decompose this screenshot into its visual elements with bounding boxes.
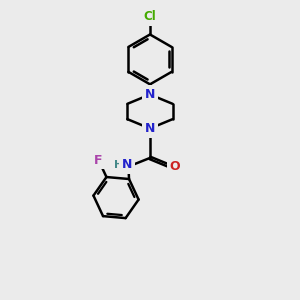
- Text: N: N: [122, 158, 133, 171]
- Text: F: F: [94, 154, 103, 167]
- Text: N: N: [145, 88, 155, 101]
- Text: N: N: [145, 122, 155, 135]
- Text: H: H: [114, 160, 124, 170]
- Text: O: O: [169, 160, 180, 173]
- Text: Cl: Cl: [144, 10, 156, 23]
